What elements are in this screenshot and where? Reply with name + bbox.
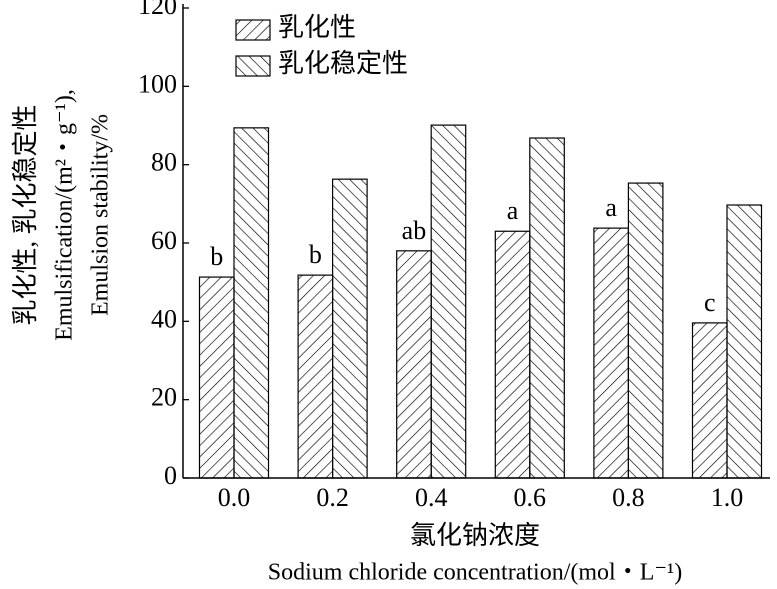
bar: [297, 274, 334, 479]
x-tick-label: 0.4: [415, 483, 448, 512]
bar: [233, 127, 270, 479]
bar: [494, 230, 531, 479]
significance-label: a: [507, 196, 519, 225]
significance-label: ab: [402, 216, 427, 245]
bar: [593, 227, 630, 479]
y-label-line: Emulsion stability/%: [88, 114, 114, 316]
y-tick-label: 100: [138, 69, 177, 98]
bar: [396, 250, 432, 479]
y-tick-label: 120: [138, 0, 177, 20]
y-label-line: Emulsification/(m²・g⁻¹),: [52, 89, 78, 341]
y-tick-label: 20: [151, 383, 177, 412]
legend-swatch: [235, 19, 271, 41]
x-tick-label: 0.8: [612, 483, 645, 512]
y-tick-label: 40: [151, 304, 177, 333]
significance-label: c: [704, 288, 716, 317]
x-tick-label: 1.0: [711, 483, 744, 512]
x-label-line: 氯化钠浓度: [410, 521, 540, 550]
y-label-line: 乳化性, 乳化稳定性: [11, 104, 40, 325]
bar: [726, 204, 763, 479]
bar: [529, 137, 565, 479]
bar: [627, 182, 664, 479]
y-tick-label: 0: [164, 461, 177, 490]
bar: [332, 178, 368, 479]
significance-label: b: [210, 242, 223, 271]
significance-label: a: [605, 193, 617, 222]
legend-swatch: [235, 55, 271, 77]
x-tick-label: 0.0: [218, 483, 251, 512]
x-tick-label: 0.2: [316, 483, 349, 512]
y-tick-label: 60: [151, 226, 177, 255]
bar: [691, 322, 728, 479]
bar: [198, 276, 235, 479]
significance-label: b: [309, 240, 322, 269]
legend-label: 乳化性: [278, 13, 356, 42]
y-axis-label: 乳化性, 乳化稳定性 Emulsification/(m²・g⁻¹), Emul…: [11, 89, 114, 341]
bar: [430, 124, 467, 479]
legend-label: 乳化稳定性: [278, 49, 408, 78]
y-tick-label: 80: [151, 148, 177, 177]
x-tick-label: 0.6: [514, 483, 547, 512]
x-label-line: Sodium chloride concentration/(mol・L⁻¹): [268, 560, 682, 586]
